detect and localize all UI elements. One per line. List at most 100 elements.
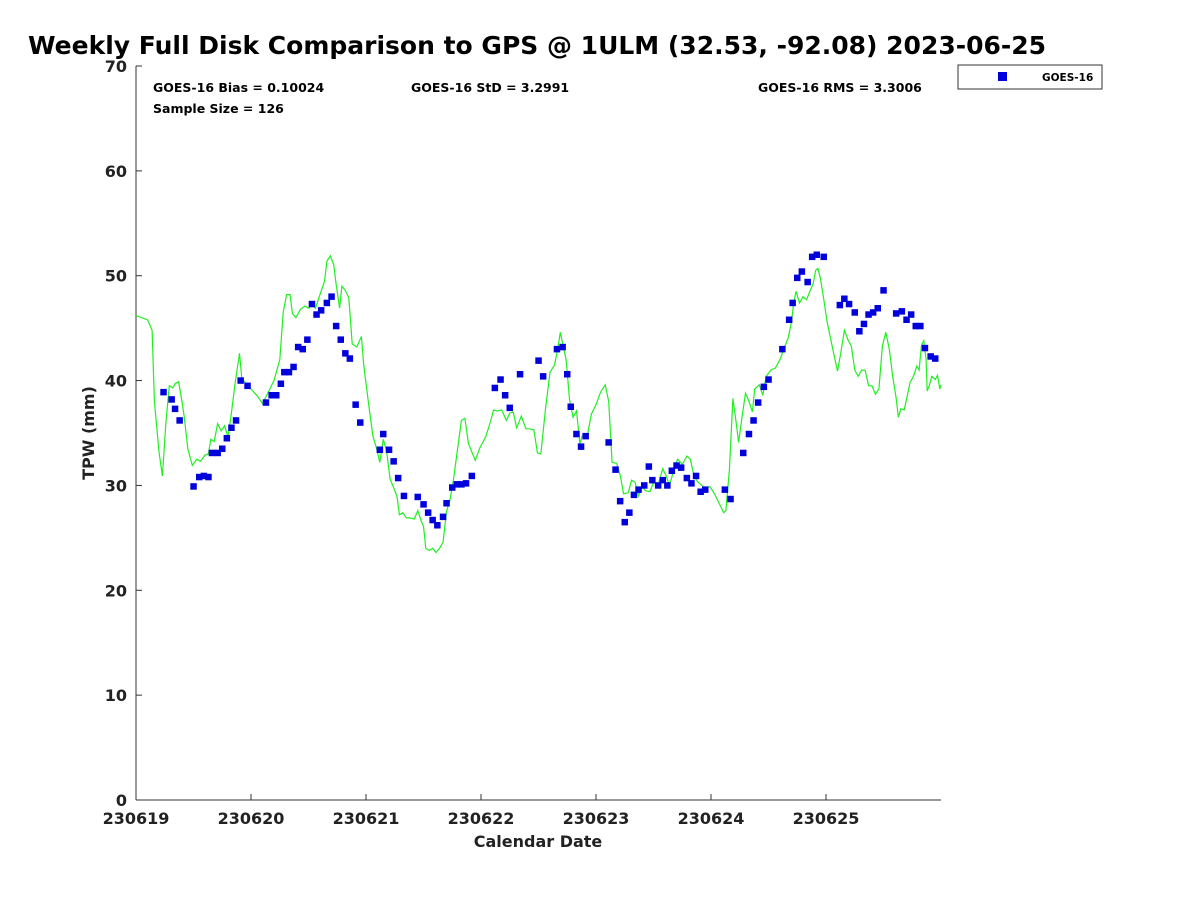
data-point	[462, 480, 470, 487]
data-point	[605, 439, 612, 446]
legend-marker-square	[998, 72, 1007, 81]
data-point	[449, 484, 456, 491]
y-tick-label: 30	[105, 476, 127, 495]
data-point	[630, 491, 638, 499]
data-point	[171, 405, 179, 413]
data-point	[932, 355, 939, 362]
data-point	[268, 392, 275, 399]
data-point	[196, 473, 203, 481]
data-point	[539, 373, 547, 380]
data-point	[621, 518, 628, 526]
data-point	[200, 472, 208, 480]
data-point	[308, 300, 316, 308]
data-point	[649, 476, 656, 484]
data-point	[458, 481, 465, 488]
data-point	[892, 310, 900, 317]
data-point	[673, 462, 680, 469]
data-point	[564, 371, 571, 378]
data-point	[205, 473, 212, 481]
data-point	[654, 482, 662, 489]
legend-label: GOES-16	[1042, 72, 1093, 84]
data-point	[645, 463, 653, 470]
data-point	[394, 474, 402, 482]
data-point	[559, 343, 566, 351]
data-point	[294, 343, 302, 351]
data-point	[376, 446, 384, 453]
data-point	[176, 417, 183, 424]
data-point	[262, 399, 270, 406]
data-point	[400, 492, 408, 500]
y-tick-label: 40	[105, 372, 127, 391]
data-point	[277, 380, 285, 387]
data-point	[865, 311, 872, 318]
data-point	[323, 299, 331, 307]
data-point	[616, 497, 624, 505]
data-point	[304, 336, 311, 343]
data-point	[346, 355, 354, 362]
legend: GOES-16	[957, 64, 1103, 90]
data-point	[808, 253, 816, 261]
data-point	[414, 493, 421, 501]
data-point	[468, 472, 476, 480]
data-point	[697, 488, 704, 495]
data-point	[677, 464, 685, 471]
data-point	[424, 509, 432, 516]
y-tick-label: 20	[105, 581, 127, 600]
data-point	[357, 419, 364, 426]
x-tick-label: 230624	[678, 809, 745, 828]
data-point	[851, 309, 858, 316]
goes16-series-points	[160, 251, 939, 529]
data-point	[845, 300, 853, 308]
data-point	[497, 376, 504, 383]
data-point	[903, 316, 910, 323]
data-point	[342, 350, 349, 357]
data-point	[683, 474, 691, 482]
data-point	[567, 403, 574, 410]
data-point	[721, 486, 729, 493]
data-point	[880, 287, 887, 294]
data-point	[453, 481, 461, 488]
y-tick-label: 70	[105, 57, 127, 76]
data-point	[917, 322, 924, 330]
x-tick-label: 230621	[333, 809, 400, 828]
x-tick-label: 230622	[448, 809, 515, 828]
data-point	[836, 301, 844, 309]
data-point	[506, 404, 513, 412]
x-tick-label: 230623	[563, 809, 630, 828]
data-point	[745, 430, 753, 438]
data-point	[921, 344, 929, 352]
data-point	[208, 449, 216, 457]
data-point	[856, 328, 863, 335]
data-point	[501, 392, 509, 399]
data-point	[727, 495, 734, 503]
data-point	[160, 388, 167, 396]
data-point	[232, 417, 240, 424]
data-point	[765, 376, 772, 383]
data-point	[390, 458, 397, 465]
data-point	[573, 430, 580, 438]
data-point	[754, 399, 762, 406]
data-point	[434, 522, 441, 529]
x-tick-label: 230619	[103, 809, 170, 828]
data-point	[898, 308, 906, 315]
y-tick-label: 50	[105, 267, 127, 286]
data-point	[168, 396, 175, 403]
data-point	[702, 486, 709, 493]
data-point	[820, 253, 827, 261]
data-point	[860, 320, 868, 328]
data-point	[328, 293, 335, 300]
data-point	[841, 295, 848, 302]
data-point	[874, 305, 881, 312]
data-point	[299, 345, 306, 353]
data-point	[779, 345, 786, 353]
data-point	[443, 500, 450, 507]
data-point	[337, 336, 344, 343]
data-point	[869, 309, 877, 316]
data-point	[688, 480, 695, 487]
data-point	[535, 357, 542, 364]
gps-series-line	[135, 254, 942, 554]
y-tick-label: 0	[116, 791, 127, 810]
data-point	[760, 383, 768, 391]
data-point	[290, 363, 297, 371]
